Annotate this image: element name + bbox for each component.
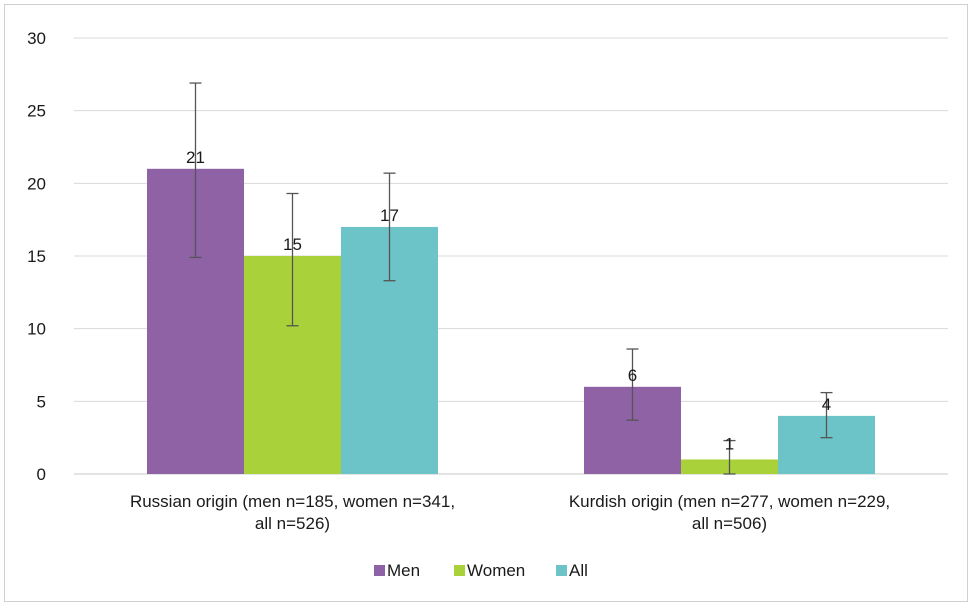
x-axis-categories: Russian origin (men n=185, women n=341, a… [130,492,890,533]
data-label: 21 [186,148,205,167]
legend: Men Women All [374,561,588,580]
category-label: Kurdish origin (men n=277, women n=229, [569,492,890,511]
legend-label-all: All [569,561,588,580]
y-tick-label: 0 [37,465,46,484]
y-axis-ticks: 0 5 10 15 20 25 30 [27,29,46,484]
bars [147,168,875,475]
legend-swatch-women [454,565,465,576]
data-label: 4 [822,395,831,414]
y-tick-label: 10 [27,320,46,339]
y-tick-label: 15 [27,247,46,266]
data-label: 1 [725,434,734,453]
error-bars [189,82,833,475]
legend-label-women: Women [467,561,525,580]
y-tick-label: 20 [27,174,46,193]
y-tick-label: 5 [37,392,46,411]
legend-swatch-men [374,565,385,576]
legend-swatch-all [556,565,567,576]
data-label: 15 [283,235,302,254]
y-tick-label: 25 [27,102,46,121]
data-labels: 21 6 15 1 17 4 [186,148,831,454]
category-label: all n=506) [692,514,767,533]
data-label: 6 [628,366,637,385]
data-label: 17 [380,206,399,225]
y-tick-label: 30 [27,29,46,48]
category-label: all n=526) [255,514,330,533]
category-label: Russian origin (men n=185, women n=341, [130,492,455,511]
legend-label-men: Men [387,561,420,580]
